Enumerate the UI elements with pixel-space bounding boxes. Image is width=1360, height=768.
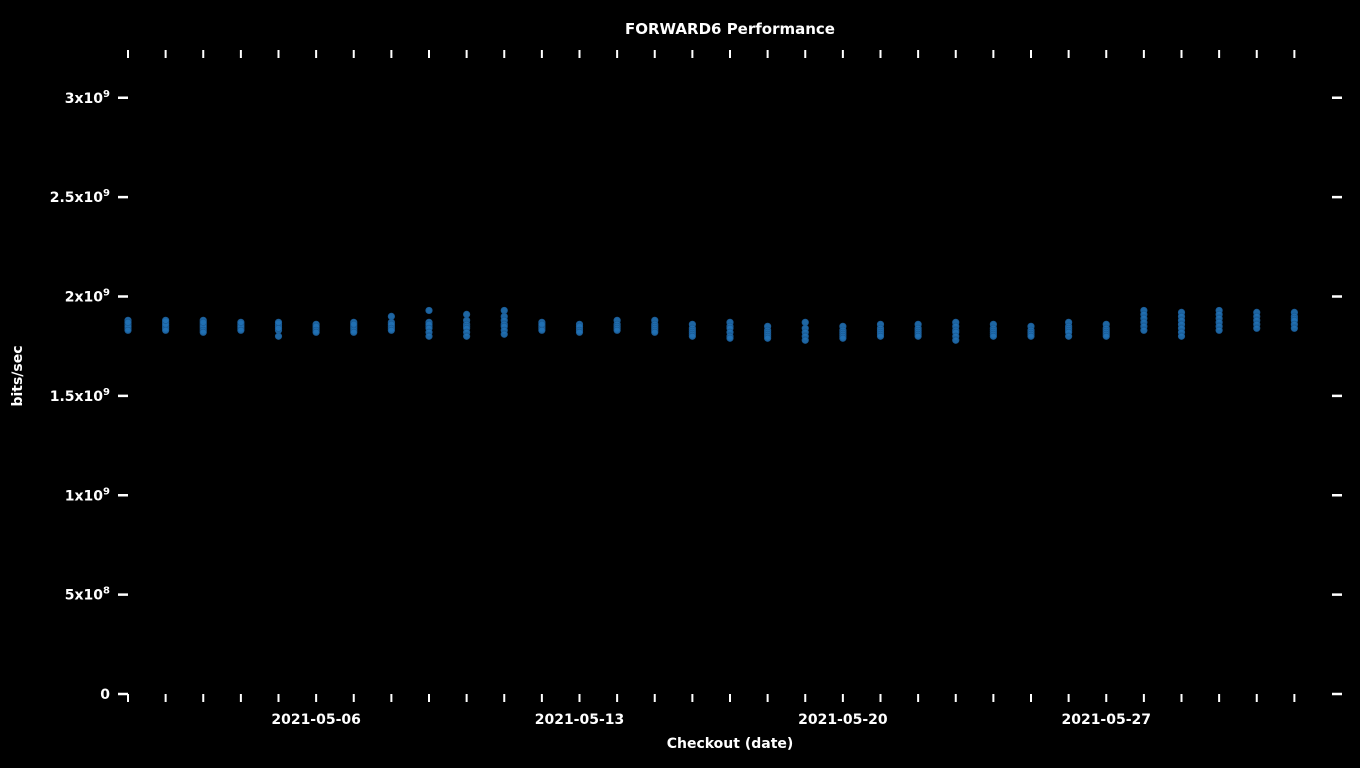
x-tick-label: 2021-05-13: [535, 712, 625, 728]
data-point: [275, 319, 281, 325]
data-point: [1178, 333, 1184, 339]
x-tick-label: 2021-05-20: [798, 712, 888, 728]
y-tick-label: 1.5x109: [50, 387, 110, 405]
data-point: [200, 319, 206, 325]
data-point: [426, 307, 432, 313]
data-point: [990, 333, 996, 339]
data-point: [426, 333, 432, 339]
data-point: [802, 337, 808, 343]
data-point: [877, 333, 883, 339]
data-point: [652, 329, 658, 335]
data-point: [501, 331, 507, 337]
data-point: [238, 327, 244, 333]
data-point: [275, 333, 281, 339]
y-axis-label: bits/sec: [10, 345, 26, 406]
chart-title: FORWARD6 Performance: [625, 20, 835, 38]
data-point: [125, 327, 131, 333]
data-point: [727, 335, 733, 341]
data-point: [388, 327, 394, 333]
data-point: [351, 321, 357, 327]
data-point: [539, 321, 545, 327]
data-point: [915, 333, 921, 339]
data-point: [125, 319, 131, 325]
data-point: [953, 337, 959, 343]
y-tick-label: 1x109: [65, 486, 110, 504]
y-tick-label: 2.5x109: [50, 188, 110, 206]
data-point: [463, 333, 469, 339]
data-point: [200, 329, 206, 335]
data-point: [1141, 327, 1147, 333]
data-point: [689, 333, 695, 339]
data-point: [1291, 325, 1297, 331]
data-point: [764, 335, 770, 341]
y-tick-label: 0: [100, 687, 110, 703]
x-tick-label: 2021-05-06: [271, 712, 361, 728]
x-axis-label: Checkout (date): [667, 736, 794, 752]
data-point: [1065, 333, 1071, 339]
data-point: [614, 327, 620, 333]
data-point: [1103, 333, 1109, 339]
x-tick-label: 2021-05-27: [1061, 712, 1151, 728]
data-point: [1216, 327, 1222, 333]
data-point: [501, 307, 507, 313]
data-point: [351, 329, 357, 335]
data-point: [463, 311, 469, 317]
performance-chart: FORWARD6 Performance 0 5x108 1x109 1.5x109 2x…: [0, 0, 1360, 768]
data-point: [275, 325, 281, 331]
data-point: [840, 335, 846, 341]
y-tick-label: 2x109: [65, 288, 110, 306]
y-tick-label: 3x109: [65, 89, 110, 107]
data-point: [162, 327, 168, 333]
data-point: [1028, 333, 1034, 339]
data-point: [576, 329, 582, 335]
data-point: [313, 329, 319, 335]
data-point: [238, 319, 244, 325]
data-point: [162, 317, 168, 323]
chart-svg: FORWARD6 Performance 0 5x108 1x109 1.5x109 2x…: [0, 0, 1360, 768]
data-point: [1254, 325, 1260, 331]
data-point: [802, 319, 808, 325]
data-point: [539, 327, 545, 333]
y-tick-label: 5x108: [65, 586, 110, 604]
data-point: [388, 313, 394, 319]
